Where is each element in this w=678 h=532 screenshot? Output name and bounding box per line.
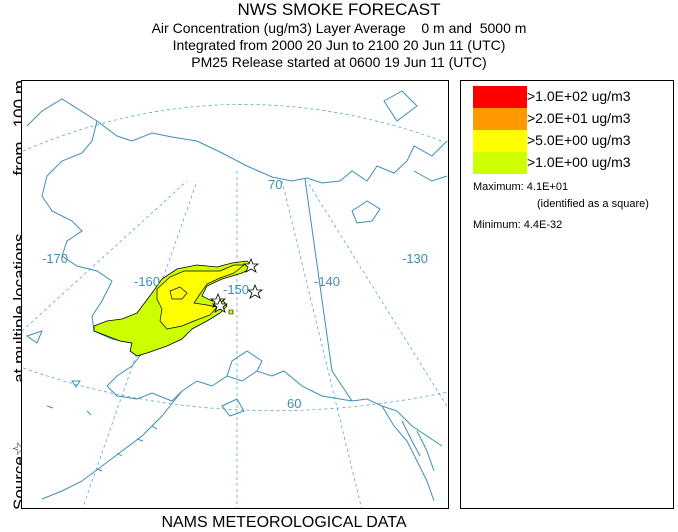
source-star-icon [242,257,260,273]
canada-arctic-coast [306,140,448,184]
legend-swatch [473,130,527,152]
lat-line-70 [22,104,443,153]
map-svg: -170 -160 -150 -140 -130 70 60 [22,90,448,508]
canada-border [304,178,353,402]
aleutian-chain [41,390,183,500]
graticule [22,104,448,508]
maximum-note: (identified as a square) [537,198,649,210]
source-star-icon [246,283,264,299]
legend-label: >5.0E+00 ug/m3 [527,132,631,148]
lon-label-130: -130 [402,251,428,266]
smoke-map: -170 -160 -150 -140 -130 70 60 [21,80,449,509]
legend-swatch [473,108,527,130]
legend-swatch [473,86,527,108]
lon-label-160: -160 [134,274,160,289]
legend-item: >2.0E+01 ug/m3 [473,108,673,130]
source-markers [209,257,264,313]
cook-inlet [226,350,263,377]
plume-spot [228,309,234,315]
legend-item: >5.0E+00 ug/m3 [473,130,673,152]
lat-label-70: 70 [268,177,282,192]
lon-line-130 [306,180,448,409]
panhandle [381,405,435,502]
north-coast [26,98,308,182]
lat-label-60: 60 [287,396,301,411]
lon-line-170 [22,180,188,332]
legend-label: >1.0E+00 ug/m3 [527,154,631,170]
legend-panel: >1.0E+02 ug/m3 >2.0E+01 ug/m3 >5.0E+00 u… [460,80,674,509]
release-info: PM25 Release started at 0600 19 Jun 11 (… [191,54,487,70]
source-star-icon [211,297,229,313]
legend-item: >1.0E+02 ug/m3 [473,86,673,108]
northeast-islands [351,90,448,224]
concentration-subtitle: Air Concentration (ug/m3) Layer Average … [151,20,527,36]
lon-label-150: -150 [223,282,249,297]
lon-line-140 [281,180,362,508]
legend-label: >2.0E+01 ug/m3 [527,110,631,126]
legend-item: >1.0E+00 ug/m3 [473,152,673,174]
lat-line-60 [22,367,448,412]
minimum-value: Minimum: 4.4E-32 [473,219,563,231]
legend-label: >1.0E+02 ug/m3 [527,88,631,104]
plume-level-2 [156,264,245,330]
plume-core [169,286,188,300]
lon-label-140: -140 [314,274,340,289]
data-source-footer: NAMS METEOROLOGICAL DATA [161,514,407,531]
legend-swatch [473,152,527,174]
maximum-value: Maximum: 4.1E+01 [473,181,569,193]
source-side-label: Source☆ at multiple locations from 100 m [0,80,29,510]
alaska-peninsula [181,370,443,447]
integration-period: Integrated from 2000 20 Jun to 2100 20 J… [172,37,506,53]
islands [25,330,245,417]
smoke-plume [93,260,255,357]
lon-label-170: -170 [42,251,68,266]
west-coast [41,120,183,402]
map-title: NWS SMOKE FORECAST [237,0,441,19]
coastline [25,90,448,502]
